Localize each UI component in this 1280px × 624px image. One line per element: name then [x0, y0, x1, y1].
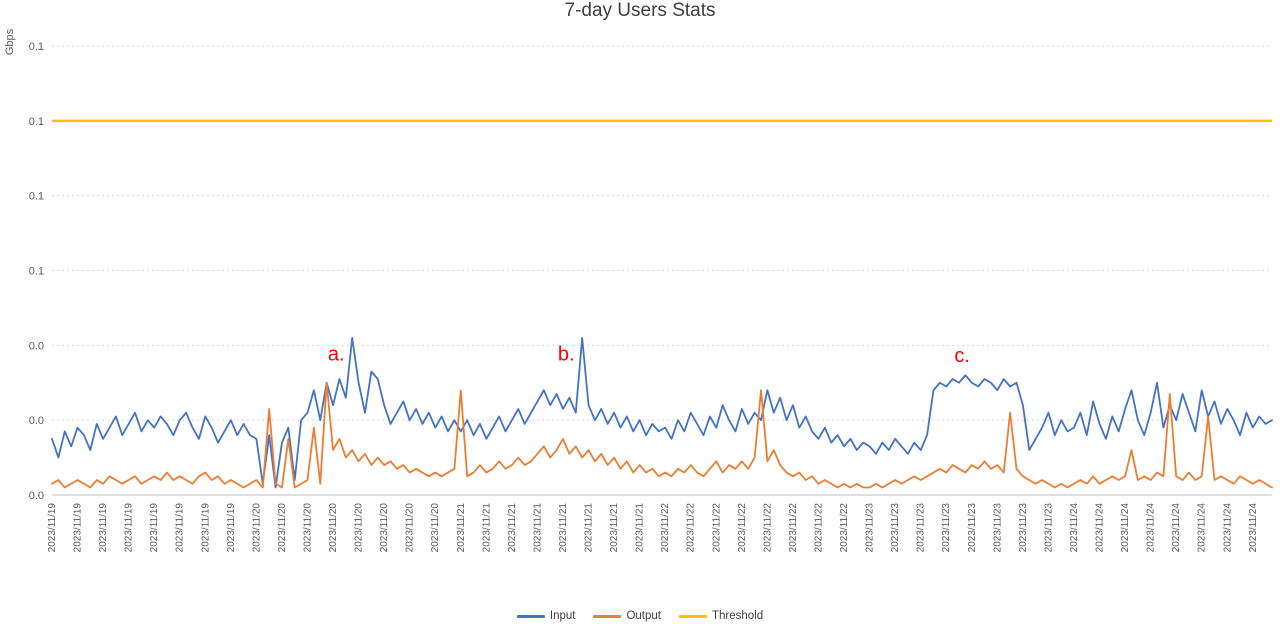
svg-text:2023/11/21: 2023/11/21 [609, 503, 620, 553]
svg-text:2023/11/19: 2023/11/19 [47, 503, 58, 553]
svg-text:2023/11/21: 2023/11/21 [481, 503, 492, 553]
svg-text:2023/11/21: 2023/11/21 [507, 503, 518, 553]
legend: Input Output Threshold [0, 610, 1280, 622]
svg-text:2023/11/22: 2023/11/22 [686, 503, 697, 553]
svg-text:2023/11/23: 2023/11/23 [865, 503, 876, 553]
svg-text:0.0: 0.0 [29, 340, 44, 352]
svg-text:2023/11/19: 2023/11/19 [98, 503, 109, 553]
svg-text:2023/11/23: 2023/11/23 [967, 503, 978, 553]
legend-label-input: Input [549, 610, 576, 622]
svg-text:2023/11/20: 2023/11/20 [251, 503, 262, 553]
svg-text:2023/11/20: 2023/11/20 [277, 503, 288, 553]
svg-text:2023/11/24: 2023/11/24 [1069, 503, 1080, 553]
legend-label-output: Output [626, 610, 661, 622]
svg-text:2023/11/20: 2023/11/20 [405, 503, 416, 553]
svg-text:a.: a. [328, 343, 345, 365]
svg-text:2023/11/20: 2023/11/20 [354, 503, 365, 553]
legend-item-output: Output [593, 610, 661, 622]
svg-text:2023/11/19: 2023/11/19 [73, 503, 84, 553]
svg-text:2023/11/24: 2023/11/24 [1120, 503, 1131, 553]
svg-text:c.: c. [954, 345, 970, 367]
svg-text:0.1: 0.1 [29, 266, 44, 278]
svg-text:2023/11/23: 2023/11/23 [992, 503, 1003, 553]
output-line-swatch [593, 614, 622, 618]
svg-text:0.1: 0.1 [29, 191, 44, 203]
svg-text:2023/11/24: 2023/11/24 [1222, 503, 1233, 553]
svg-text:2023/11/22: 2023/11/22 [788, 503, 799, 553]
svg-text:0.0: 0.0 [29, 415, 44, 427]
svg-text:2023/11/22: 2023/11/22 [660, 503, 671, 553]
svg-text:2023/11/19: 2023/11/19 [175, 503, 186, 553]
svg-text:b.: b. [558, 343, 575, 365]
chart-title: 7-day Users Stats [564, 0, 716, 21]
svg-text:2023/11/21: 2023/11/21 [532, 503, 543, 553]
svg-text:2023/11/21: 2023/11/21 [635, 503, 646, 553]
svg-text:2023/11/23: 2023/11/23 [1043, 503, 1054, 553]
svg-text:2023/11/21: 2023/11/21 [584, 503, 595, 553]
legend-item-threshold: Threshold [678, 610, 764, 622]
svg-text:2023/11/23: 2023/11/23 [941, 503, 952, 553]
svg-text:2023/11/24: 2023/11/24 [1248, 503, 1259, 553]
svg-text:2023/11/22: 2023/11/22 [813, 503, 824, 553]
svg-text:2023/11/24: 2023/11/24 [1197, 503, 1208, 553]
svg-text:2023/11/24: 2023/11/24 [1095, 503, 1106, 553]
svg-text:2023/11/23: 2023/11/23 [1018, 503, 1029, 553]
svg-text:0.0: 0.0 [29, 490, 44, 502]
svg-text:2023/11/20: 2023/11/20 [379, 503, 390, 553]
threshold-line-swatch [678, 614, 707, 618]
svg-text:2023/11/22: 2023/11/22 [737, 503, 748, 553]
svg-text:2023/11/19: 2023/11/19 [200, 503, 211, 553]
svg-text:2023/11/20: 2023/11/20 [328, 503, 339, 553]
svg-text:2023/11/19: 2023/11/19 [226, 503, 237, 553]
svg-text:2023/11/19: 2023/11/19 [124, 503, 135, 553]
svg-text:2023/11/24: 2023/11/24 [1171, 503, 1182, 553]
svg-text:2023/11/24: 2023/11/24 [1146, 503, 1157, 553]
svg-text:2023/11/21: 2023/11/21 [558, 503, 569, 553]
svg-text:2023/11/22: 2023/11/22 [711, 503, 722, 553]
svg-text:2023/11/20: 2023/11/20 [302, 503, 313, 553]
svg-text:2023/11/23: 2023/11/23 [890, 503, 901, 553]
svg-text:2023/11/20: 2023/11/20 [430, 503, 441, 553]
svg-text:2023/11/19: 2023/11/19 [149, 503, 160, 553]
svg-text:0.1: 0.1 [29, 41, 44, 53]
svg-text:2023/11/21: 2023/11/21 [456, 503, 467, 553]
svg-text:2023/11/23: 2023/11/23 [916, 503, 927, 553]
svg-text:0.1: 0.1 [29, 116, 44, 128]
svg-text:2023/11/22: 2023/11/22 [762, 503, 773, 553]
svg-text:2023/11/22: 2023/11/22 [839, 503, 850, 553]
input-line-swatch [516, 614, 545, 618]
legend-label-threshold: Threshold [711, 610, 764, 622]
legend-item-input: Input [516, 610, 576, 622]
